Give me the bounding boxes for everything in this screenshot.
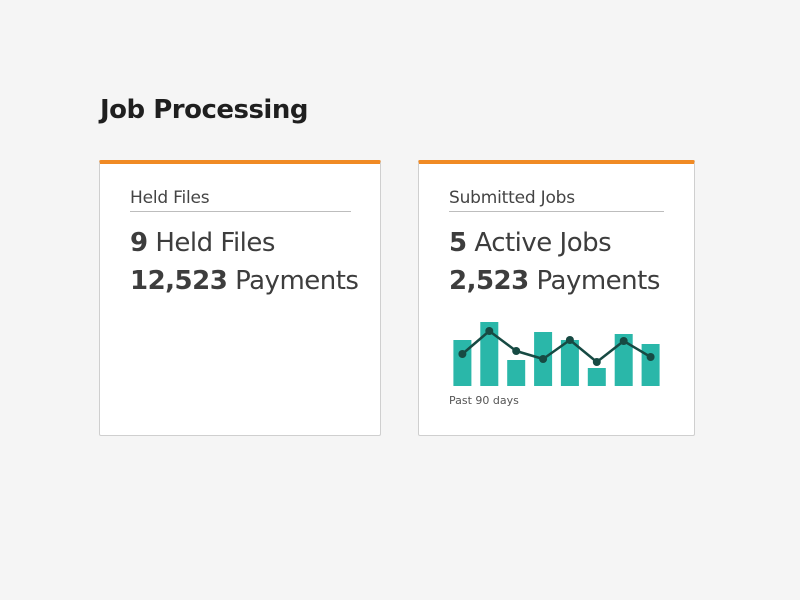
chart-point <box>619 337 628 345</box>
chart-point <box>485 327 494 335</box>
chart-bar <box>480 322 499 386</box>
stat-label: Payments <box>235 266 359 296</box>
held-files-stats: 9 Held Files 12,523 Payments <box>130 224 359 300</box>
stat-label: Held Files <box>155 228 275 258</box>
stat-value: 2,523 <box>449 266 529 296</box>
card-heading: Submitted Jobs <box>449 188 664 212</box>
chart-point <box>646 353 655 361</box>
page-title: Job Processing <box>100 95 308 125</box>
stat-label: Payments <box>536 266 661 296</box>
held-payments-count: 12,523 Payments <box>130 262 359 300</box>
activity-sparkline-chart <box>453 322 660 386</box>
chart-bar <box>560 340 579 386</box>
chart-point <box>592 358 601 366</box>
submitted-jobs-stats: 5 Active Jobs 2,523 Payments <box>449 224 664 300</box>
chart-point <box>512 347 521 355</box>
stat-label: Active Jobs <box>474 228 612 258</box>
chart-bar <box>614 334 633 386</box>
stat-value: 9 <box>130 228 148 258</box>
chart-caption: Past 90 days <box>449 394 519 407</box>
card-heading: Held Files <box>130 188 351 212</box>
chart-point <box>565 336 574 344</box>
held-files-card[interactable]: Held Files 9 Held Files 12,523 Payments <box>99 160 381 436</box>
chart-trend-line <box>461 329 652 364</box>
chart-bar <box>453 340 472 386</box>
stat-value: 5 <box>449 228 467 258</box>
held-files-count: 9 Held Files <box>130 224 351 262</box>
chart-point <box>458 350 467 358</box>
chart-point <box>539 355 548 363</box>
chart-bar <box>641 344 660 386</box>
submitted-jobs-card-content: Submitted Jobs 5 Active Jobs 2,523 Payme… <box>449 188 664 407</box>
held-files-card-content: Held Files 9 Held Files 12,523 Payments <box>130 188 359 300</box>
active-jobs-count: 5 Active Jobs <box>449 224 664 262</box>
stat-value: 12,523 <box>130 266 228 296</box>
chart-bar <box>507 360 526 386</box>
chart-bar <box>587 368 606 386</box>
submitted-jobs-card[interactable]: Submitted Jobs 5 Active Jobs 2,523 Payme… <box>418 160 695 436</box>
submitted-payments-count: 2,523 Payments <box>449 262 664 300</box>
